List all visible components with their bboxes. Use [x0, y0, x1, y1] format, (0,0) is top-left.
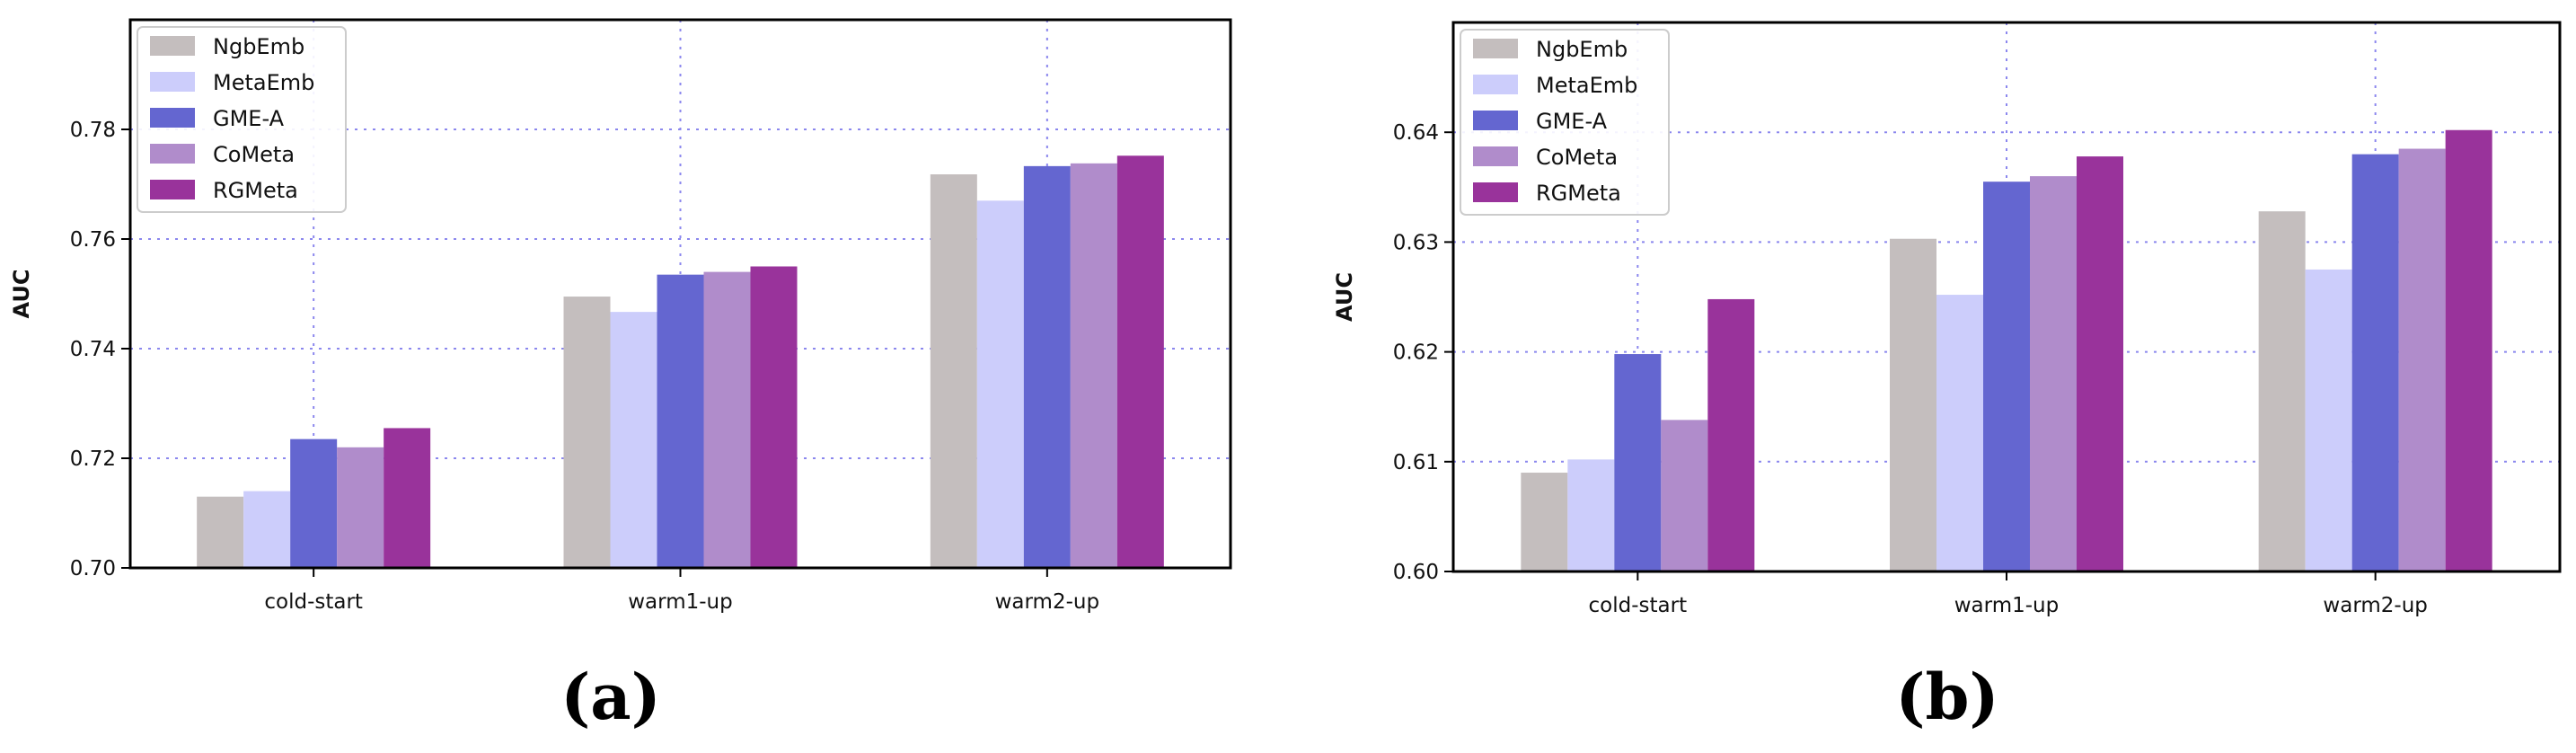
- y-tick-label: 0.74: [70, 338, 116, 361]
- legend: NgbEmb MetaEmb GME-A CoMeta RGMeta: [137, 26, 347, 213]
- bar-metaemb-warm2-up: [2305, 269, 2352, 571]
- x-tick-label: warm1-up: [1954, 594, 2059, 617]
- legend-swatch-gme-a: [1473, 111, 1518, 130]
- x-tick-label: warm2-up: [995, 590, 1099, 614]
- chart-panel-a: 0.70 0.72 0.74 0.76 0.78 cold-start warm1-up wa…: [9, 18, 1232, 734]
- y-tick-label: 0.62: [1393, 341, 1439, 365]
- bar-rgmeta-cold-start: [384, 428, 431, 568]
- bar-rgmeta-warm2-up: [1116, 155, 1164, 568]
- bar-cometa-warm1-up: [2030, 176, 2077, 571]
- bar-gme-a-warm2-up: [2351, 154, 2399, 571]
- bar-gme-a-warm1-up: [657, 274, 704, 568]
- legend-label-metaemb: MetaEmb: [213, 70, 314, 95]
- x-tick-label: cold-start: [264, 590, 363, 614]
- y-tick-label: 0.64: [1393, 121, 1439, 145]
- legend-label-rgmeta: RGMeta: [1536, 181, 1621, 206]
- y-axis-label: AUC: [1332, 272, 1357, 322]
- bar-gme-a-cold-start: [290, 439, 338, 568]
- bar-ngbemb-warm1-up: [563, 297, 611, 568]
- legend-label-ngbemb: NgbEmb: [1536, 37, 1628, 62]
- bar-cometa-warm2-up: [2398, 148, 2446, 571]
- y-tick-label: 0.76: [70, 228, 116, 252]
- y-tick-label: 0.78: [70, 119, 116, 142]
- bar-rgmeta-warm1-up: [2077, 156, 2123, 572]
- y-axis-label: AUC: [9, 270, 34, 319]
- bar-metaemb-cold-start: [243, 491, 291, 568]
- bar-cometa-warm2-up: [1070, 163, 1117, 568]
- bar-metaemb-cold-start: [1567, 459, 1615, 571]
- legend-swatch-cometa: [1473, 146, 1518, 166]
- y-tick-label: 0.63: [1393, 231, 1439, 254]
- legend-swatch-rgmeta: [1473, 182, 1518, 202]
- legend-label-gme-a: GME-A: [1536, 109, 1608, 134]
- y-tick-label: 0.70: [70, 557, 116, 580]
- y-tick-label: 0.61: [1393, 451, 1439, 474]
- legend-label-metaemb: MetaEmb: [1536, 73, 1637, 98]
- legend-swatch-metaemb: [1473, 75, 1518, 94]
- bar-gme-a-warm1-up: [1983, 182, 2030, 571]
- panel-label: (b): [1895, 660, 1998, 734]
- bar-metaemb-warm1-up: [1936, 295, 1983, 571]
- legend-swatch-ngbemb: [1473, 39, 1518, 58]
- bar-cometa-cold-start: [337, 447, 384, 568]
- legend-label-cometa: CoMeta: [1536, 145, 1618, 170]
- legend-label-gme-a: GME-A: [213, 106, 285, 131]
- bar-cometa-cold-start: [1661, 420, 1708, 571]
- bar-ngbemb-cold-start: [197, 496, 244, 568]
- bar-rgmeta-warm1-up: [750, 266, 798, 568]
- bar-ngbemb-warm1-up: [1890, 238, 1936, 571]
- legend-label-cometa: CoMeta: [213, 142, 295, 167]
- bar-metaemb-warm2-up: [976, 200, 1024, 569]
- x-tick-label: warm2-up: [2323, 594, 2427, 617]
- bar-ngbemb-warm2-up: [930, 174, 977, 568]
- bar-gme-a-warm2-up: [1023, 165, 1071, 568]
- bar-ngbemb-warm2-up: [2258, 211, 2306, 571]
- legend-swatch-rgmeta: [150, 180, 195, 199]
- chart-panel-b: 0.60 0.61 0.62 0.63 0.64 cold-start warm1-up wa…: [1332, 21, 2562, 734]
- legend: NgbEmb MetaEmb GME-A CoMeta RGMeta: [1460, 29, 1670, 216]
- x-tick-label: warm1-up: [628, 590, 732, 614]
- legend-swatch-ngbemb: [150, 36, 195, 56]
- bar-rgmeta-warm2-up: [2445, 129, 2492, 572]
- legend-swatch-cometa: [150, 144, 195, 164]
- bar-cometa-warm1-up: [703, 271, 751, 568]
- bar-metaemb-warm1-up: [610, 312, 657, 568]
- panel-label: (a): [560, 660, 661, 734]
- legend-swatch-metaemb: [150, 72, 195, 92]
- y-tick-label: 0.60: [1393, 561, 1439, 584]
- bar-ngbemb-cold-start: [1521, 473, 1568, 571]
- legend-label-rgmeta: RGMeta: [213, 178, 298, 203]
- bar-gme-a-cold-start: [1614, 354, 1662, 571]
- x-tick-label: cold-start: [1589, 594, 1688, 617]
- y-tick-label: 0.72: [70, 447, 116, 471]
- bar-rgmeta-cold-start: [1707, 298, 1755, 571]
- legend-label-ngbemb: NgbEmb: [213, 34, 304, 59]
- legend-swatch-gme-a: [150, 108, 195, 128]
